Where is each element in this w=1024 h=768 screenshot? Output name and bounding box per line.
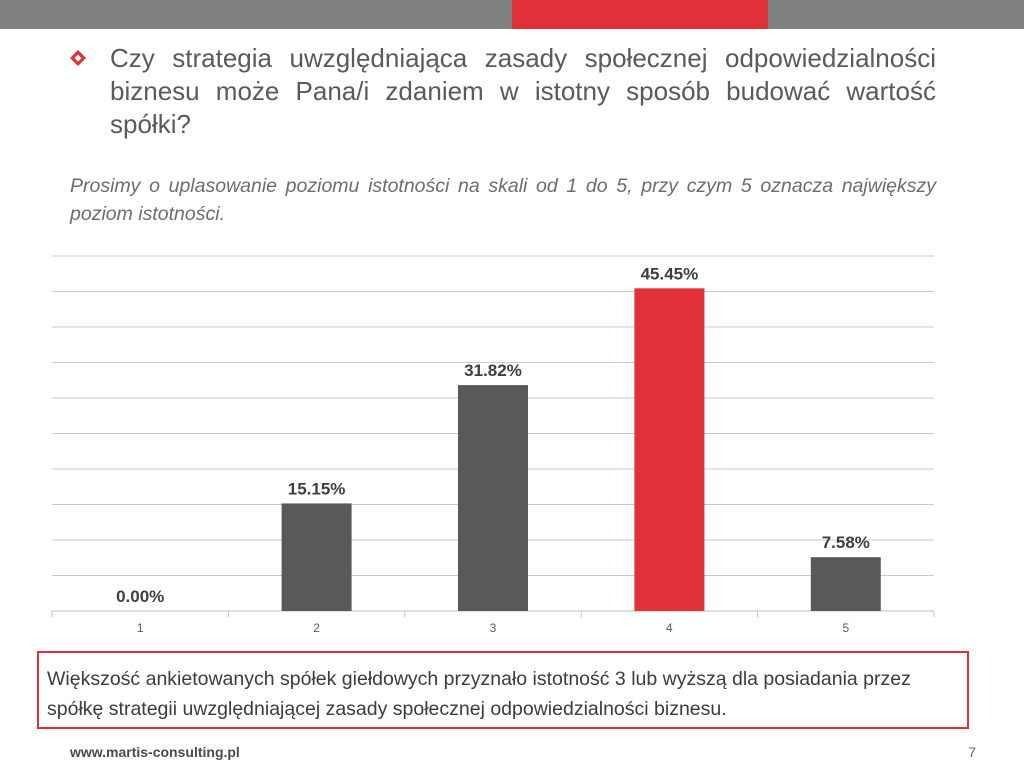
top-bar-accent <box>512 0 768 29</box>
summary-box <box>37 651 969 729</box>
data-label: 15.15% <box>288 479 346 498</box>
bar <box>810 557 881 611</box>
x-tick-label: 3 <box>490 621 497 635</box>
data-label: 45.45% <box>641 264 699 283</box>
x-tick-label: 4 <box>666 621 673 635</box>
x-tick-label: 1 <box>137 621 144 635</box>
instruction-text: Prosimy o uplasowanie poziomu istotności… <box>70 175 936 225</box>
x-tick-label: 2 <box>313 621 320 635</box>
bar <box>634 288 705 611</box>
data-label: 7.58% <box>822 533 870 552</box>
bar <box>458 385 528 611</box>
summary-text: Większość ankietowanych spółek giełdowyc… <box>47 668 911 720</box>
data-label: 31.82% <box>464 361 522 380</box>
footer-url[interactable]: www.martis-consulting.pl <box>70 744 240 760</box>
data-label: 0.00% <box>116 587 164 606</box>
bar-chart: 0.00% 1 15.15% 2 31.82% 3 45.45% 4 7.58% 5 <box>51 255 935 635</box>
diamond-bullet-icon <box>70 50 86 66</box>
page-number: 7 <box>968 744 976 760</box>
question-title: Czy strategia uwzględniająca zasady społ… <box>110 43 936 139</box>
bar <box>281 503 352 611</box>
x-tick-label: 5 <box>842 621 849 635</box>
